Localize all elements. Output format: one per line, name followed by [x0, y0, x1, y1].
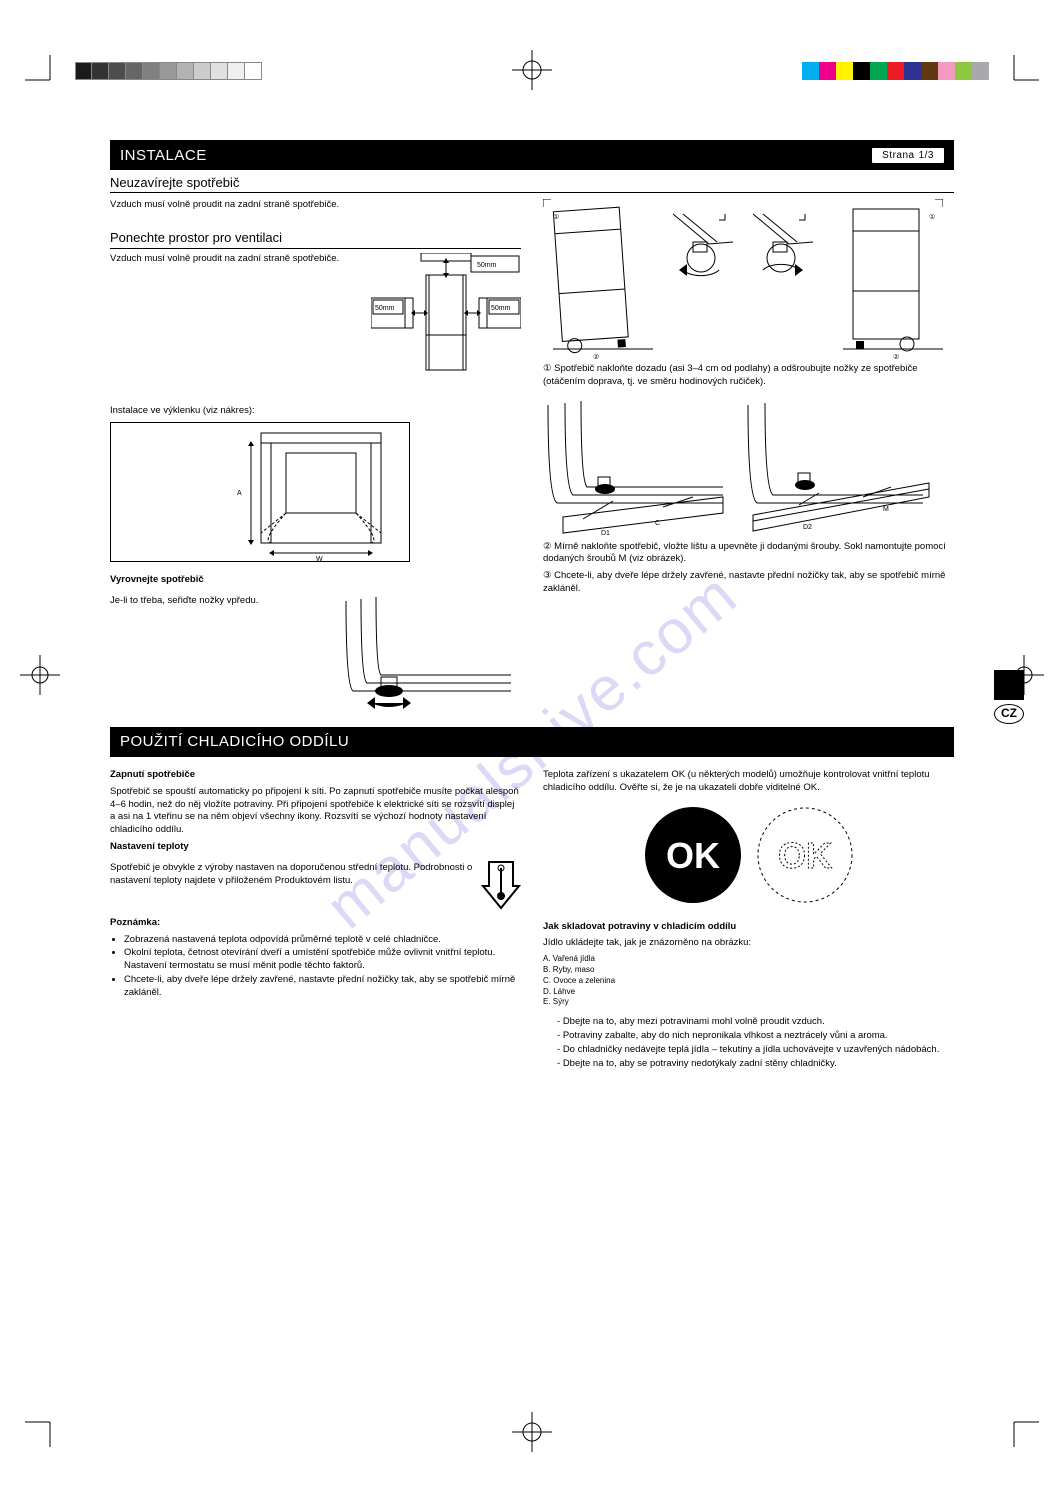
svg-text:D1: D1	[601, 530, 610, 537]
niche-text: Instalace ve výklenku (viz nákres):	[110, 405, 521, 418]
regmark-bottom	[512, 1412, 552, 1452]
tip-item: Dbejte na to, aby se potraviny nedotýkal…	[557, 1058, 954, 1071]
tip-item: Dbejte na to, aby mezi potravinami mohl …	[557, 1016, 954, 1029]
cropmark-tr	[999, 55, 1039, 95]
kickplate-diagram-1: D1 C	[543, 397, 733, 537]
svg-text:②: ②	[893, 353, 899, 359]
svg-text:50mm: 50mm	[375, 305, 395, 312]
cropmark-br	[999, 1407, 1039, 1447]
leveling-heading: Vyrovnejte spotřebič	[110, 574, 521, 587]
svg-text:50mm: 50mm	[477, 262, 497, 269]
ok-note: Teplota zařízení s ukazatelem OK (u někt…	[543, 769, 954, 795]
svg-text:②: ②	[593, 353, 599, 359]
tilt-step1: ① Spotřebič nakloňte dozadu (asi 3–4 cm …	[543, 363, 954, 389]
temp-heading: Nastavení teploty	[110, 841, 189, 852]
svg-text:①: ①	[929, 213, 935, 221]
store-text: Jídlo ukládejte tak, jak je znázorněno n…	[543, 937, 954, 950]
page-badge: Strana 1/3	[872, 148, 944, 163]
clearance-diagram: 50mm 50mm 50mm	[371, 253, 521, 393]
usage-left-column: Zapnutí spotřebiče Spotřebič se spouští …	[110, 765, 521, 1074]
ok-badge-solid: OK	[643, 805, 743, 905]
ok-badges: OK OK	[543, 805, 954, 905]
note-heading: Poznámka:	[110, 917, 160, 928]
tip-item: Potraviny zabalte, aby do nich nepronika…	[557, 1030, 954, 1043]
content-area: INSTALACE Strana 1/3 Neuzavírejte spotře…	[110, 140, 954, 1074]
cmyk-swatch-bar	[802, 62, 989, 80]
cropmark-bl	[25, 1407, 65, 1447]
svg-text:OK: OK	[666, 835, 720, 876]
tips-list: Dbejte na to, aby mezi potravinami mohl …	[543, 1016, 954, 1070]
tilt-step2: ② Mírně nakloňte spotřebič, vložte lištu…	[543, 541, 954, 567]
language-badge: CZ	[994, 670, 1024, 724]
start-heading: Zapnutí spotřebiče	[110, 769, 195, 780]
usage-right-column: Teplota zařízení s ukazatelem OK (u někt…	[543, 765, 954, 1074]
svg-text:C: C	[655, 520, 660, 527]
note-item: Zobrazená nastavená teplota odpovídá prů…	[124, 934, 521, 947]
vent-text: Vzduch musí volně proudit na zadní stran…	[110, 199, 521, 212]
svg-text:W: W	[316, 556, 323, 562]
svg-text:A: A	[237, 490, 242, 497]
kick-step3: ③ Chcete-li, aby dveře lépe držely zavře…	[543, 570, 954, 596]
page: manualshive.com CZ INSTALACE Strana 1/3 …	[0, 0, 1064, 1502]
gray-swatch-bar	[75, 62, 262, 80]
notes-list: Zobrazená nastavená teplota odpovídá prů…	[110, 934, 521, 1000]
tilt-diagram: ② ①	[543, 199, 943, 359]
section-usage-title: POUŽITÍ CHLADICÍHO ODDÍLU	[120, 733, 349, 750]
regmark-top	[512, 50, 552, 90]
left-column: Vzduch musí volně proudit na zadní stran…	[110, 199, 521, 711]
ok-badge-outline: OK	[755, 805, 855, 905]
note-item: Chcete-li, aby dveře lépe držely zavřené…	[124, 974, 521, 1000]
cropmark-ml	[20, 655, 60, 695]
cropmark-tl	[25, 55, 65, 95]
section-installation-bar: INSTALACE Strana 1/3	[110, 140, 954, 170]
niche-diagram: A W	[110, 422, 410, 562]
svg-text:50mm: 50mm	[491, 305, 511, 312]
section-usage-bar: POUŽITÍ CHLADICÍHO ODDÍLU	[110, 727, 954, 757]
kickplate-diagram-2: D2 M	[743, 397, 933, 537]
svg-text:①: ①	[553, 213, 559, 221]
subheading-ventilation: Ponechte prostor pro ventilaci	[110, 226, 521, 250]
start-text: Spotřebič se spouští automaticky po přip…	[110, 786, 521, 837]
note-item: Okolní teplota, četnost otevírání dveří …	[124, 947, 521, 973]
subheading-enclosure: Neuzavírejte spotřebič	[110, 172, 954, 193]
right-column: ② ①	[543, 199, 954, 711]
tip-item: Do chladničky nedávejte teplá jídla – te…	[557, 1044, 954, 1057]
language-code: CZ	[994, 704, 1024, 724]
section-installation-title: INSTALACE	[120, 147, 207, 164]
thermometer-icon	[481, 858, 521, 913]
leveling-text: Je-li to třeba, seřiďte nožky vpředu.	[110, 595, 331, 707]
leveling-foot-diagram	[341, 591, 521, 711]
svg-text:M: M	[883, 506, 889, 513]
store-legend: A. Vařená jídla B. Ryby, maso C. Ovoce a…	[543, 954, 954, 1008]
svg-text:OK: OK	[778, 835, 832, 876]
svg-text:D2: D2	[803, 524, 812, 531]
vent-para: Vzduch musí volně proudit na zadní stran…	[110, 253, 361, 266]
store-heading: Jak skladovat potraviny v chladicím oddí…	[543, 921, 736, 932]
temp-text: Spotřebič je obvykle z výroby nastaven n…	[110, 862, 473, 888]
